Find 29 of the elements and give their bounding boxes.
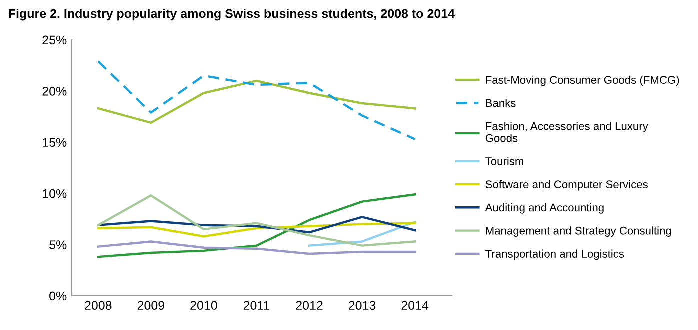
- y-tick-label: 5%: [50, 240, 67, 250]
- x-tick-label: 2008: [85, 301, 112, 310]
- y-tick-label: 25%: [42, 36, 67, 45]
- legend-label: Fast-Moving Consumer Goods (FMCG): [486, 76, 680, 86]
- legend-label: Software and Computer Services: [486, 180, 648, 191]
- legend-label: Transportation and Logistics: [486, 250, 624, 260]
- x-tick-label: 2011: [244, 301, 270, 310]
- line-series: [97, 60, 416, 140]
- legend-label: Banks: [486, 99, 516, 108]
- line-series: [97, 222, 416, 238]
- x-tick-label: 2013: [349, 301, 376, 310]
- line-series: [97, 240, 416, 256]
- legend-label: Fashion, Accessories and Luxury Goods: [486, 122, 648, 142]
- x-tick-label: 2012: [296, 301, 323, 310]
- legend-label: Auditing and Accounting: [485, 204, 604, 214]
- y-tick-label: 20%: [42, 87, 67, 96]
- line-series: [97, 216, 416, 234]
- x-tick-label: 2014: [402, 301, 429, 310]
- y-tick-label: 15%: [43, 138, 67, 148]
- line-series: [97, 80, 416, 124]
- y-tick-label: 10%: [43, 189, 67, 198]
- x-tick-label: 2009: [138, 301, 164, 310]
- legend-label: Tourism: [486, 157, 524, 166]
- line-series: [97, 194, 416, 258]
- y-tick-label: 0%: [50, 292, 67, 301]
- legend-label: Management and Strategy Consulting: [486, 226, 672, 237]
- x-tick-label: 2010: [190, 301, 218, 310]
- line-series: [97, 194, 416, 247]
- chart-title: Figure 2. Industry popularity among Swiss business students, 2008 to 2014: [9, 8, 455, 21]
